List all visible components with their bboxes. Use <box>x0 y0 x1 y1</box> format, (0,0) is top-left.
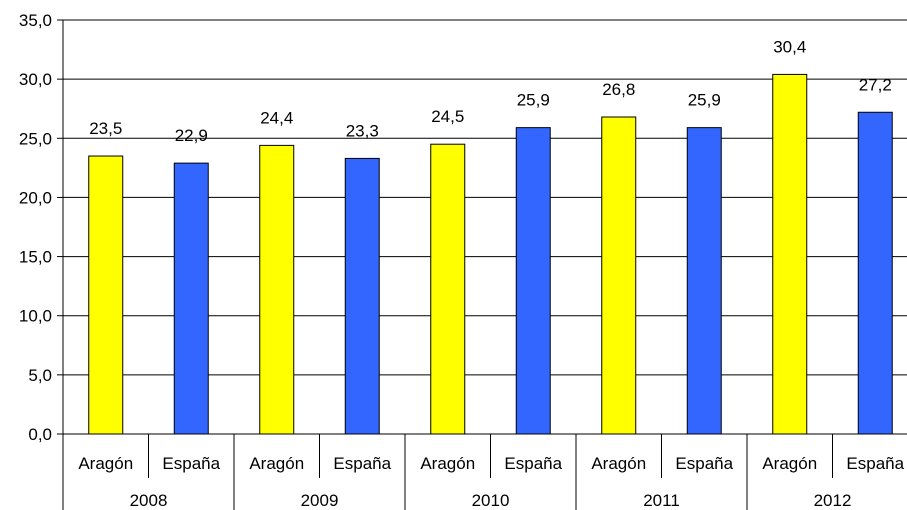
bar <box>430 143 466 435</box>
bar <box>857 111 893 435</box>
data-label: 24,4 <box>260 108 293 127</box>
y-tick-label: 0,0 <box>28 425 52 444</box>
category-label: España <box>333 454 391 473</box>
data-label: 30,4 <box>773 37 806 56</box>
data-label: 27,2 <box>859 75 892 94</box>
category-label: Aragón <box>762 454 817 473</box>
y-tick-label: 25,0 <box>19 129 52 148</box>
y-tick-label: 15,0 <box>19 248 52 267</box>
bar <box>88 155 124 435</box>
category-label: Aragón <box>420 454 475 473</box>
y-tick-label: 20,0 <box>19 188 52 207</box>
data-label: 26,8 <box>602 80 635 99</box>
category-label: España <box>675 454 733 473</box>
bar <box>601 116 637 435</box>
year-label: 2009 <box>301 491 339 510</box>
bar <box>344 157 380 435</box>
year-label: 2012 <box>814 491 852 510</box>
bar <box>173 162 209 435</box>
category-label: España <box>846 454 904 473</box>
data-label: 23,3 <box>346 121 379 140</box>
data-label: 22,9 <box>175 126 208 145</box>
category-label: Aragón <box>78 454 133 473</box>
category-label: España <box>504 454 562 473</box>
category-label: España <box>162 454 220 473</box>
category-label: Aragón <box>249 454 304 473</box>
category-label: Aragón <box>591 454 646 473</box>
data-label: 25,9 <box>517 91 550 110</box>
bar <box>686 127 722 435</box>
y-tick-label: 5,0 <box>28 366 52 385</box>
year-label: 2008 <box>130 491 168 510</box>
bar <box>772 73 808 435</box>
y-tick-label: 30,0 <box>19 70 52 89</box>
bar <box>259 144 295 435</box>
data-label: 24,5 <box>431 107 464 126</box>
data-label: 23,5 <box>89 119 122 138</box>
year-label: 2010 <box>472 491 510 510</box>
y-tick-label: 35,0 <box>19 11 52 30</box>
bar <box>515 127 551 435</box>
year-label: 2011 <box>643 491 680 510</box>
y-tick-label: 10,0 <box>19 307 52 326</box>
data-label: 25,9 <box>688 91 721 110</box>
